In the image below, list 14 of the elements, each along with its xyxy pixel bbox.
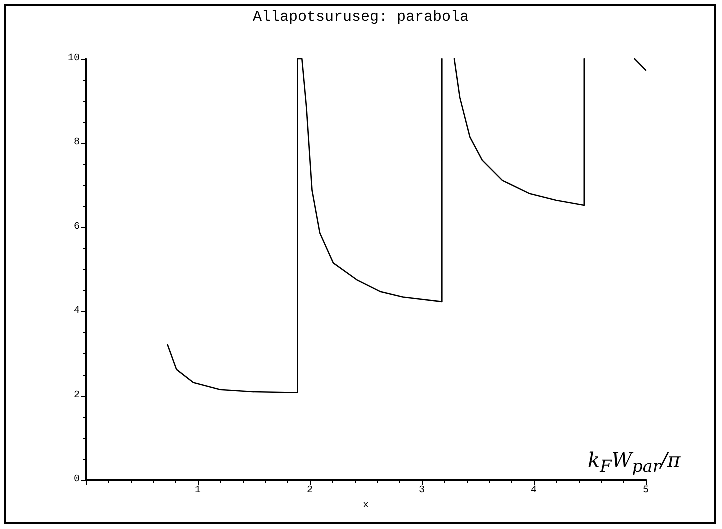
chart-title: Allapotsuruseg: parabola xyxy=(252,9,470,26)
y-tick-label: 6 xyxy=(74,222,80,233)
x-tick-label: 5 xyxy=(642,486,650,496)
x-tick-label: 1 xyxy=(194,486,202,496)
y-tick-label: 0 xyxy=(74,474,80,486)
x-tick-label: 3 xyxy=(418,486,426,496)
x-axis-title: x xyxy=(362,500,370,512)
annotation: k$_{F}$W$_{par}$/π xyxy=(588,448,681,476)
x-tick-label: 4 xyxy=(530,486,538,496)
y-tick-label: 8 xyxy=(74,138,80,149)
y-tick-label: 10 xyxy=(68,54,80,64)
x-tick-label: 2 xyxy=(306,486,314,496)
y-tick-label: 4 xyxy=(74,306,80,318)
y-tick-label: 2 xyxy=(74,390,80,402)
